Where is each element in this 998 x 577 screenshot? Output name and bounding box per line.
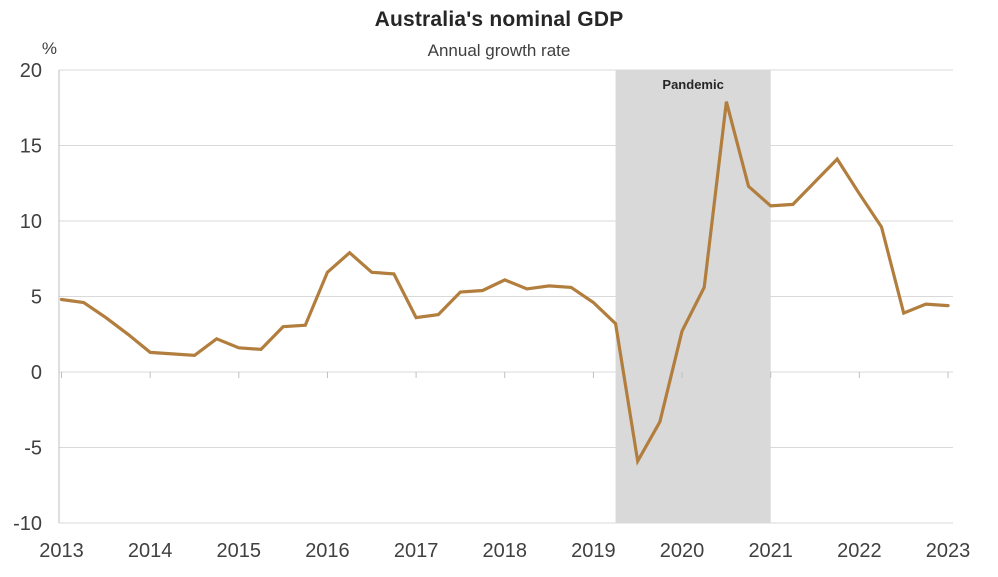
x-tick-label-2017: 2017 (394, 540, 439, 562)
chart-title: Australia's nominal GDP (374, 8, 624, 31)
y-tick-label-0: 0 (31, 362, 42, 384)
pandemic-label: Pandemic (662, 77, 723, 92)
y-tick-label--10: -10 (13, 513, 42, 535)
x-tick-label-2023: 2023 (926, 540, 971, 562)
y-tick-label-20: 20 (20, 60, 42, 82)
y-tick-label--5: -5 (24, 438, 42, 460)
x-tick-label-2018: 2018 (483, 540, 528, 562)
y-axis-unit-label: % (41, 39, 57, 58)
x-tick-label-2014: 2014 (128, 540, 173, 562)
x-tick-label-2015: 2015 (217, 540, 262, 562)
x-tick-label-2013: 2013 (39, 540, 84, 562)
y-tick-label-5: 5 (31, 287, 42, 309)
y-tick-label-15: 15 (20, 136, 42, 158)
x-tick-label-2020: 2020 (660, 540, 705, 562)
x-tick-label-2022: 2022 (837, 540, 882, 562)
y-tick-label-10: 10 (20, 211, 42, 233)
x-tick-label-2016: 2016 (305, 540, 350, 562)
gdp-growth-line (59, 101, 950, 466)
x-tick-label-2019: 2019 (571, 540, 616, 562)
x-tick-label-2021: 2021 (748, 540, 793, 562)
chart-subtitle: Annual growth rate (427, 41, 571, 60)
